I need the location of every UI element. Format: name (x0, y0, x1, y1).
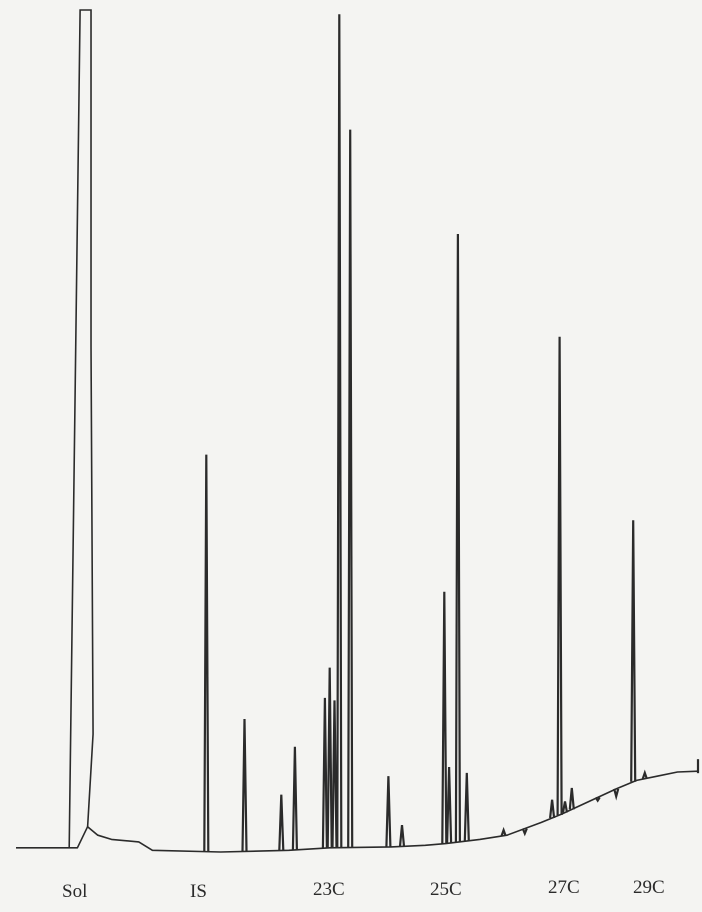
peak-23c (336, 14, 343, 848)
peak-label-layer: Sol IS 23C 25C 27C 29C (62, 877, 665, 902)
peak-7 (331, 700, 338, 848)
peak-27c (556, 336, 563, 816)
peak-29c (630, 520, 637, 782)
peak-label-sol: Sol (62, 881, 87, 902)
peak-20 (561, 801, 569, 813)
peak-25 (641, 769, 648, 780)
peak-21 (568, 787, 575, 810)
peak-12 (441, 591, 448, 844)
peak-17 (521, 828, 528, 837)
peak-18 (549, 799, 556, 819)
peak-9 (347, 129, 354, 848)
peak-25c (454, 233, 461, 843)
peak-2 (241, 718, 248, 852)
peak-label-29c: 29C (633, 877, 665, 898)
peak-sol (68, 9, 94, 848)
peak-22 (594, 796, 601, 803)
peak-is (203, 454, 210, 852)
peak-11 (398, 824, 406, 847)
peak-label-25c: 25C (430, 879, 462, 900)
peak-13 (446, 766, 453, 844)
peak-label-23c: 23C (313, 879, 345, 900)
peak-layer (203, 14, 648, 852)
chromatogram-trace (16, 9, 700, 853)
peak-6 (326, 667, 333, 848)
peak-16 (500, 826, 507, 837)
peak-5 (321, 697, 328, 849)
peak-15 (463, 772, 470, 842)
peak-23 (613, 788, 620, 801)
peak-3 (278, 794, 285, 851)
peak-label-is: IS (190, 881, 207, 902)
peak-10 (385, 776, 392, 848)
peak-label-27c: 27C (548, 877, 580, 898)
peak-4 (291, 746, 298, 850)
baseline-trace (16, 770, 699, 853)
